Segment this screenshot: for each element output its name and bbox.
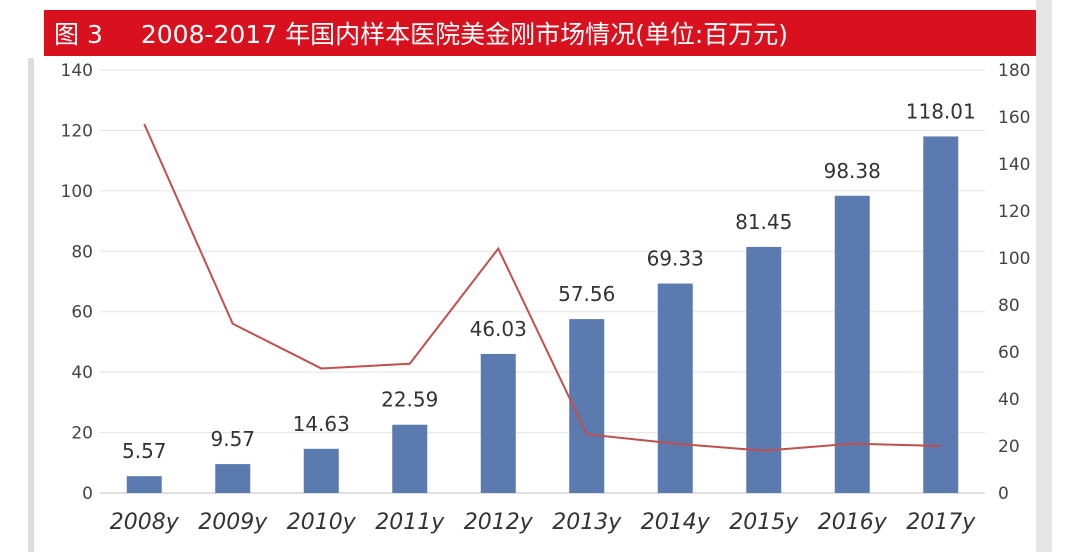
y-right-tick-6: 120 xyxy=(998,202,1030,222)
y-left-tick-5: 100 xyxy=(61,182,93,202)
y-left-tick-4: 80 xyxy=(71,242,93,262)
line-series xyxy=(143,123,941,452)
bar-2014y xyxy=(657,283,693,493)
bar-2010y xyxy=(303,448,339,493)
data-label-2015y: 81.45 xyxy=(735,210,792,234)
y-left-tick-7: 140 xyxy=(61,61,93,81)
data-label-2013y: 57.56 xyxy=(558,282,615,306)
data-label-2008y: 5.57 xyxy=(122,439,167,463)
y-left-tick-1: 20 xyxy=(71,424,93,444)
bar-2008y xyxy=(126,476,162,493)
data-label-2016y: 98.38 xyxy=(824,159,881,183)
data-label-2010y: 14.63 xyxy=(293,412,350,436)
x-tick-2012y: 2012y xyxy=(464,510,534,535)
y-left-tick-3: 60 xyxy=(71,303,93,323)
y-right-tick-3: 60 xyxy=(998,343,1020,363)
x-tick-2013y: 2013y xyxy=(552,510,622,535)
y-right-tick-0: 0 xyxy=(998,484,1009,504)
y-right-tick-9: 180 xyxy=(998,61,1030,81)
y-right-tick-4: 80 xyxy=(998,296,1020,316)
x-tick-2017y: 2017y xyxy=(906,510,976,535)
y-axis-left: 0 20 40 60 80 100 120 140 xyxy=(61,61,93,504)
data-label-2014y: 69.33 xyxy=(647,247,704,271)
figure-label: 图 3 xyxy=(54,20,103,49)
x-tick-2016y: 2016y xyxy=(818,510,888,535)
y-left-tick-6: 120 xyxy=(61,121,93,141)
bar-series xyxy=(126,136,959,493)
x-tick-2015y: 2015y xyxy=(729,510,799,535)
bar-2015y xyxy=(746,246,782,493)
y-left-tick-2: 40 xyxy=(71,363,93,383)
title-bar: 图 3 2008-2017 年国内样本医院美金刚市场情况(单位:百万元) xyxy=(44,10,1036,56)
x-tick-2009y: 2009y xyxy=(198,510,268,535)
data-label-2012y: 46.03 xyxy=(470,317,527,341)
bar-2011y xyxy=(392,424,428,493)
line-path xyxy=(143,123,941,452)
data-label-2011y: 22.59 xyxy=(381,388,438,412)
y-right-tick-1: 20 xyxy=(998,437,1020,457)
x-axis: 2008y 2009y 2010y 2011y 2012y 2013y 2014y 2015y… xyxy=(110,510,976,535)
data-labels: 5.57 9.57 14.63 22.59 46.03 57.56 69.33 81.45 98… xyxy=(122,99,976,463)
bar-2012y xyxy=(480,353,516,493)
x-tick-2008y: 2008y xyxy=(110,510,180,535)
y-right-tick-2: 40 xyxy=(998,390,1020,410)
data-label-2017y: 118.01 xyxy=(906,99,976,123)
chart-title: 图 3 2008-2017 年国内样本医院美金刚市场情况(单位:百万元) xyxy=(44,15,788,51)
title-text: 2008-2017 年国内样本医院美金刚市场情况(单位:百万元) xyxy=(140,20,789,49)
y-axis-right: 0 20 40 60 80 100 120 140 160 180 xyxy=(998,61,1030,504)
y-right-tick-5: 100 xyxy=(998,249,1030,269)
frame-left-shadow xyxy=(28,58,34,552)
x-tick-2011y: 2011y xyxy=(375,510,445,535)
bar-2017y xyxy=(923,136,959,493)
y-right-tick-8: 160 xyxy=(998,108,1030,128)
bar-2016y xyxy=(834,195,870,493)
data-label-2009y: 9.57 xyxy=(210,427,255,451)
x-tick-2014y: 2014y xyxy=(641,510,711,535)
bar-2009y xyxy=(215,464,251,493)
y-left-tick-0: 0 xyxy=(82,484,93,504)
y-right-tick-7: 140 xyxy=(998,155,1030,175)
bar-2013y xyxy=(569,319,605,493)
frame-right-shadow xyxy=(1036,0,1052,552)
x-tick-2010y: 2010y xyxy=(287,510,357,535)
